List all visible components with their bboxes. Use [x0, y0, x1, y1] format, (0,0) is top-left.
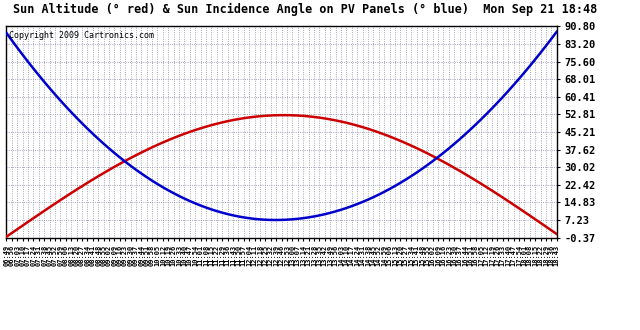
Text: Sun Altitude (° red) & Sun Incidence Angle on PV Panels (° blue)  Mon Sep 21 18:: Sun Altitude (° red) & Sun Incidence Ang… — [13, 3, 597, 16]
Text: Copyright 2009 Cartronics.com: Copyright 2009 Cartronics.com — [9, 31, 154, 40]
